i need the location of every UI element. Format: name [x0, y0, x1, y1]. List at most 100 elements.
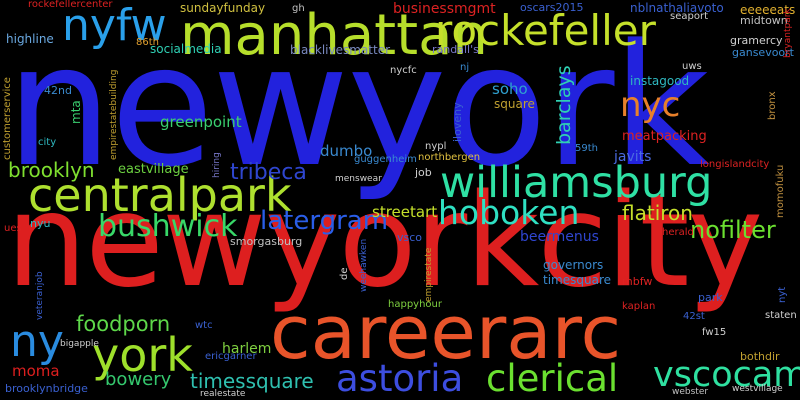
word-bryantpark: bryantpark — [783, 8, 793, 58]
word-moma: moma — [12, 362, 60, 380]
word-42st: 42st — [683, 311, 705, 322]
word-rockefellercenter: rockefellercenter — [28, 0, 113, 10]
word-customerservice: customerservice — [2, 77, 13, 160]
word-highline: highline — [6, 32, 54, 46]
word-nyu: nyu — [30, 217, 51, 230]
word-59th: 59th — [575, 143, 598, 154]
word-greenpoint: greenpoint — [160, 113, 242, 131]
word-herald: herald — [662, 227, 694, 238]
word-bigapple: bigapple — [60, 339, 99, 349]
word-nypl: nypl — [425, 141, 447, 152]
word-weehawken: weehawken — [359, 238, 369, 292]
word-mbfw: mbfw — [622, 275, 653, 288]
word-nyc: nyc — [620, 85, 681, 125]
word-nycfc: nycfc — [390, 65, 417, 76]
word-oscars2015: oscars2015 — [520, 1, 584, 14]
word-newyorkcity: newyorkcity — [6, 167, 763, 316]
word-eastvillage: eastvillage — [118, 162, 189, 177]
word-instagood: instagood — [630, 74, 690, 88]
word-centralpark: centralpark — [28, 168, 292, 222]
word-randalls: randall's — [432, 43, 479, 56]
word-bowery: bowery — [105, 369, 172, 390]
word-empirestatebuilding: empirestatebuilding — [109, 69, 119, 160]
word-de: de — [339, 267, 350, 281]
word-york: york — [92, 328, 193, 382]
word-flatiron: flatiron — [622, 201, 693, 225]
word-nj: nj — [460, 62, 470, 73]
word-iloveny: iloveny — [451, 102, 464, 142]
word-dumbo: dumbo — [320, 142, 373, 160]
word-veteranjob: veteranjob — [35, 271, 45, 320]
word-newyork: newyork — [6, 8, 710, 204]
word-sundayfunday: sundayfunday — [180, 1, 266, 15]
word-brooklynbridge: brooklynbridge — [5, 382, 88, 395]
word-soho: soho — [492, 80, 528, 98]
word-vscocam: vscocam — [653, 355, 800, 395]
word-timesquare: timesquare — [543, 273, 611, 287]
word-menswear: menswear — [335, 174, 382, 184]
word-javits: javits — [614, 149, 652, 165]
word-careerarc: careerarc — [270, 290, 622, 376]
word-foodporn: foodporn — [76, 312, 171, 336]
word-bushwick: bushwick — [98, 209, 238, 244]
word-42nd: 42nd — [44, 84, 72, 97]
word-seaport: seaport — [670, 11, 708, 22]
word-wtc: wtc — [195, 320, 213, 331]
word-realestate: realestate — [200, 389, 246, 399]
word-businessmgmt: businessmgmt — [393, 1, 496, 17]
word-city: city — [38, 137, 57, 148]
word-astoria: astoria — [336, 357, 464, 400]
word-hiring: hiring — [212, 152, 222, 178]
word-northbergen: northbergen — [418, 152, 481, 163]
word-86th: 86th — [136, 37, 159, 48]
word-fw15: fw15 — [702, 327, 727, 338]
word-guggenheim: guggenheim — [354, 154, 417, 165]
word-webster: webster — [672, 387, 709, 397]
word-eeeeeats: eeeeeats — [740, 3, 796, 17]
word-staten: staten — [765, 310, 797, 321]
word-gh: gh — [292, 3, 305, 14]
word-ny: ny — [10, 316, 64, 367]
word-nofilter: nofilter — [690, 216, 776, 244]
word-uws: uws — [682, 61, 702, 72]
word-brooklyn: brooklyn — [8, 158, 95, 182]
word-latergram: latergram — [260, 206, 389, 236]
word-ues: ues — [4, 223, 22, 234]
word-park: park — [698, 291, 723, 304]
word-momofuku: momofuku — [775, 164, 786, 218]
word-nblnathaliavoto: nblnathaliavoto — [630, 1, 724, 15]
word-midtown: midtown — [740, 14, 788, 27]
word-gramercy: gramercy — [730, 34, 783, 47]
word-kaplan: kaplan — [622, 301, 656, 312]
word-tribeca: tribeca — [230, 160, 307, 185]
word-nyt: nyt — [777, 286, 788, 303]
word-happyhour: happyhour — [388, 299, 442, 310]
word-nyfw: nyfw — [62, 0, 167, 51]
word-square: square — [494, 97, 535, 111]
word-barclays: barclays — [553, 65, 575, 145]
word-ericgarner: ericgarner — [205, 351, 257, 362]
word-williamsburg: williamsburg — [440, 158, 713, 208]
word-bothdir: bothdir — [740, 350, 780, 363]
word-empirestate: empirestate — [424, 247, 434, 302]
word-gansevoort: gansevoort — [732, 46, 794, 59]
word-mta: mta — [69, 100, 83, 124]
word-hoboken: hoboken — [438, 193, 580, 232]
word-westvillage: westvillage — [732, 384, 783, 394]
word-longislandcity: longislandcity — [700, 159, 770, 170]
word-bronx: bronx — [767, 91, 778, 120]
word-streetart: streetart — [372, 203, 438, 221]
word-rockefeller: rockefeller — [435, 6, 656, 55]
word-manhattan: manhattan — [180, 3, 488, 68]
word-blacklivesmatter: blacklivesmatter — [290, 43, 391, 57]
word-harlem: harlem — [222, 341, 272, 357]
word-socialmedia: socialmedia — [150, 42, 222, 56]
word-governors: governors — [543, 258, 604, 272]
word-clerical: clerical — [486, 357, 619, 400]
word-beermenus: beermenus — [520, 229, 599, 245]
word-smorgasburg: smorgasburg — [230, 235, 303, 248]
word-job: job — [415, 166, 432, 179]
word-timessquare: timessquare — [190, 369, 314, 393]
word-meatpacking: meatpacking — [622, 129, 707, 144]
